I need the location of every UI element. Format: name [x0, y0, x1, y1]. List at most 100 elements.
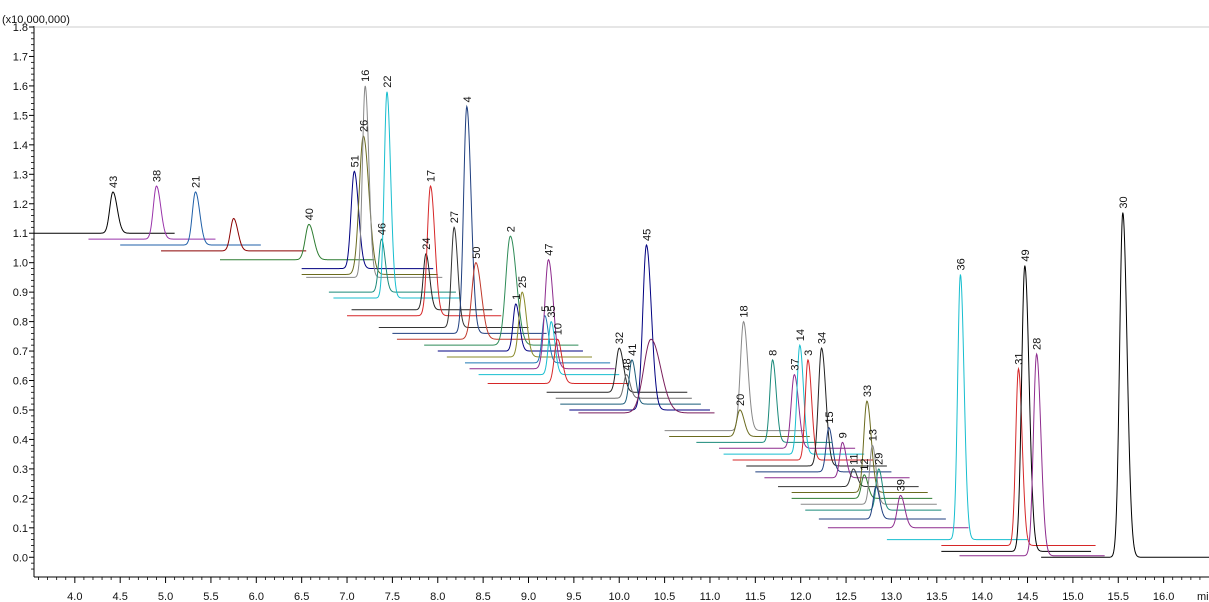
- y-tick-label: 0.6: [13, 376, 28, 388]
- y-tick-label: 0.1: [13, 523, 28, 535]
- peak-label: 16: [360, 70, 372, 82]
- x-tick-label: 4.5: [113, 591, 128, 602]
- y-scale-label: (x10,000,000): [2, 14, 70, 26]
- peak-label: 10: [553, 323, 565, 335]
- chromatogram-trace-2: [424, 235, 579, 346]
- peak-label: 18: [739, 305, 751, 317]
- peak-label: 12: [859, 459, 871, 471]
- chromatogram-trace-48: [555, 374, 692, 399]
- peak-label: 35: [546, 305, 558, 317]
- peak-label: 46: [377, 223, 389, 235]
- x-tick-label: 5.5: [203, 591, 218, 602]
- y-tick-label: 0.3: [13, 464, 28, 476]
- x-tick-label: 14.0: [971, 591, 992, 602]
- y-tick-label: 1.7: [13, 51, 28, 63]
- x-tick-label: 7.5: [385, 591, 400, 602]
- x-axis-label: min: [1197, 591, 1209, 602]
- chromatogram-trace-46: [328, 238, 456, 293]
- x-tick-label: 12.5: [835, 591, 856, 602]
- peak-label: 37: [789, 358, 801, 370]
- x-tick-label: 6.5: [294, 591, 309, 602]
- x-tick-label: 13.5: [926, 591, 947, 602]
- chromatogram-trace-3: [732, 358, 874, 461]
- chromatogram-trace-32: [546, 347, 688, 393]
- chromatogram-trace-35: [478, 320, 620, 376]
- chromatogram-trace-29: [805, 468, 942, 511]
- chromatogram-trace-33: [791, 400, 928, 493]
- y-tick-label: 0.4: [13, 434, 28, 446]
- axes-layer: (x10,000,000) min: [2, 14, 1209, 602]
- chromatogram-trace-36: [886, 274, 1028, 541]
- chromatogram-trace-21: [120, 191, 261, 246]
- peak-label: 31: [1014, 352, 1026, 364]
- peak-label: 15: [824, 411, 836, 423]
- chromatogram-trace-28: [959, 352, 1105, 557]
- chromatogram-trace-5: [464, 314, 611, 364]
- chromatogram-trace-8: [696, 358, 833, 443]
- peak-label: 21: [191, 176, 203, 188]
- peak-label: 24: [421, 238, 433, 250]
- y-tick-label: 1.8: [13, 22, 28, 34]
- peak-label: 50: [471, 246, 483, 258]
- peak-labels-layer: 43 38 214051261646222417274502125547351032…: [108, 70, 1130, 492]
- chromatogram-trace-30: [1041, 212, 1209, 558]
- chromatogram-trace-43: [34, 191, 175, 234]
- chromatogram-trace-16: [306, 85, 443, 278]
- x-tick-label: 15.5: [1108, 591, 1129, 602]
- y-tick-label: 0.5: [13, 405, 28, 417]
- chromatogram-trace-14: [723, 343, 865, 455]
- chromatogram-trace-22: [333, 91, 461, 299]
- y-tick-label: 1.2: [13, 199, 28, 211]
- y-tick-label: 1.0: [13, 258, 28, 270]
- chromatogram-trace-unlabeled-26: [578, 338, 715, 414]
- x-tick-label: 7.0: [339, 591, 354, 602]
- y-tick-label: 0.9: [13, 287, 28, 299]
- peak-label: 47: [544, 243, 556, 255]
- x-tick-label: 11.5: [745, 591, 766, 602]
- peak-label: 39: [896, 479, 908, 491]
- y-tick-label: 0.8: [13, 317, 28, 329]
- chromatogram-trace-20: [669, 409, 810, 437]
- chromatogram-trace-47: [469, 258, 615, 370]
- peak-label: 45: [642, 229, 654, 241]
- peak-label: 25: [517, 276, 529, 288]
- y-tick-label: 1.4: [13, 140, 28, 152]
- peak-label: 32: [614, 332, 626, 344]
- peak-label: 20: [735, 394, 747, 406]
- peak-label: 22: [382, 76, 394, 88]
- x-tick-label: 12.0: [790, 591, 811, 602]
- peak-label: 36: [955, 258, 967, 270]
- peak-label: 34: [817, 332, 829, 344]
- chromatogram-trace-12: [791, 474, 933, 499]
- chromatogram-trace-41: [560, 359, 701, 405]
- peak-label: 17: [426, 170, 438, 182]
- peak-label: 29: [874, 453, 886, 465]
- x-tick-label: 9.5: [566, 591, 581, 602]
- chromatogram-trace-40: [220, 223, 375, 261]
- chromatogram-trace-17: [347, 184, 502, 317]
- chromatogram-trace-34: [746, 347, 887, 467]
- x-tick-label: 10.5: [654, 591, 675, 602]
- y-tick-label: 1.5: [13, 110, 28, 122]
- chromatogram-trace-51: [301, 170, 434, 270]
- peak-label: 1: [511, 294, 523, 300]
- y-tick-label: 0.2: [13, 493, 28, 505]
- x-tick-label: 10.0: [609, 591, 630, 602]
- chromatogram-trace-1: [437, 303, 583, 352]
- peak-label: 43: [108, 176, 120, 188]
- peak-label: 14: [795, 329, 807, 341]
- peak-label: 2: [505, 226, 517, 232]
- peak-label: 41: [627, 344, 639, 356]
- chromatogram-trace-25: [446, 291, 593, 358]
- y-tick-label: 1.6: [13, 81, 28, 93]
- y-tick-label: 0.0: [13, 552, 28, 564]
- chromatogram-trace-27: [378, 226, 529, 328]
- peak-label: 51: [349, 155, 361, 167]
- peak-label: 30: [1118, 196, 1130, 208]
- x-tick-label: 9.0: [521, 591, 536, 602]
- chromatogram-trace-15: [755, 426, 892, 473]
- peak-label: 49: [1020, 249, 1032, 261]
- x-tick-label: 4.0: [67, 591, 82, 602]
